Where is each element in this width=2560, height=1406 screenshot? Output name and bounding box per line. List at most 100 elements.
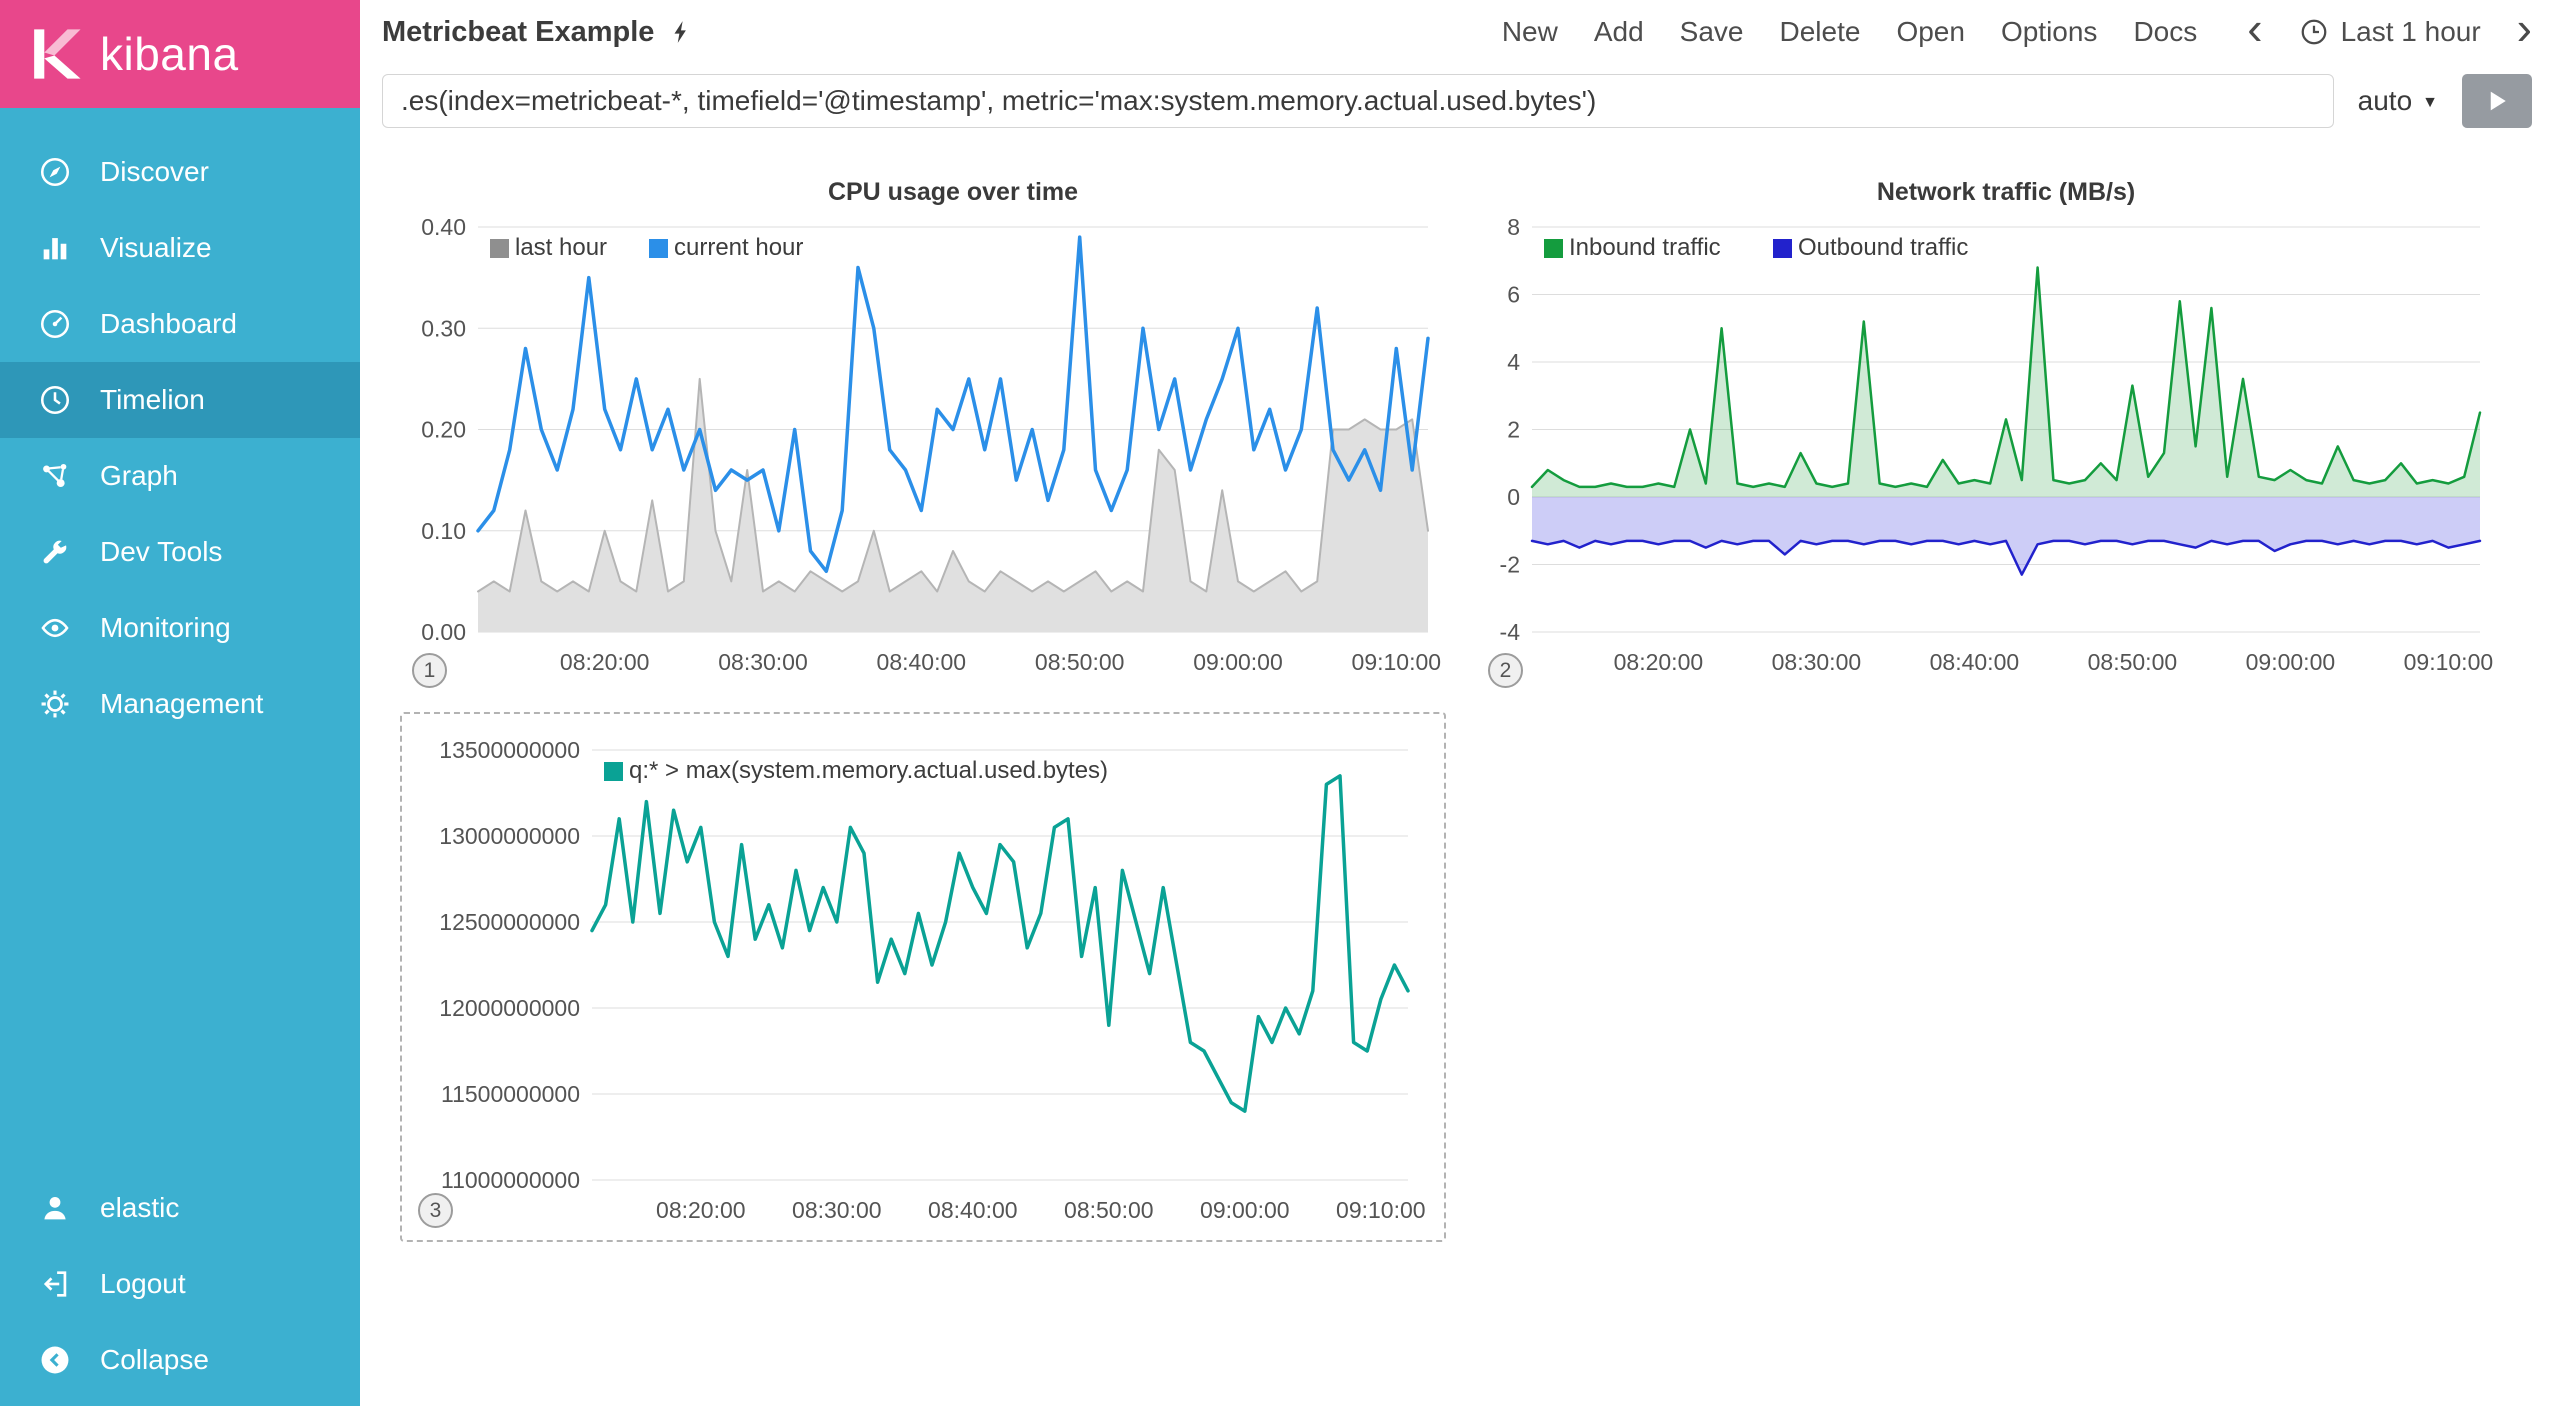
svg-text:0.10: 0.10: [421, 518, 466, 544]
sidebar-item-label: Timelion: [100, 384, 205, 415]
timepicker-label: Last 1 hour: [2340, 16, 2481, 47]
sidebar-item-graph[interactable]: Graph: [0, 438, 360, 514]
interval-select[interactable]: auto ▼: [2354, 85, 2442, 117]
svg-text:last hour: last hour: [515, 234, 607, 261]
time-forward-icon[interactable]: ›: [2516, 2, 2532, 54]
svg-text:Inbound traffic: Inbound traffic: [1569, 234, 1721, 261]
collapse-icon: [38, 1343, 72, 1377]
discover-icon: [38, 155, 72, 189]
sidebar-item-user[interactable]: elastic: [0, 1170, 360, 1246]
svg-text:09:00:00: 09:00:00: [2246, 649, 2336, 675]
clock-icon: [2299, 17, 2329, 47]
sidebar-item-collapse[interactable]: Collapse: [0, 1322, 360, 1398]
svg-text:Network traffic (MB/s): Network traffic (MB/s): [1877, 178, 2135, 206]
svg-text:6: 6: [1507, 282, 1520, 308]
sidebar-item-monitoring[interactable]: Monitoring: [0, 590, 360, 666]
bolt-icon: [668, 19, 694, 45]
sidebar-item-label: Monitoring: [100, 612, 231, 643]
svg-text:08:50:00: 08:50:00: [1035, 649, 1125, 675]
kibana-logo[interactable]: kibana: [0, 0, 360, 108]
svg-text:09:10:00: 09:10:00: [1352, 649, 1442, 675]
svg-text:-2: -2: [1500, 552, 1520, 578]
graph-icon: [38, 459, 72, 493]
dev-tools-icon: [38, 535, 72, 569]
run-query-button[interactable]: [2462, 74, 2532, 128]
timelion-sheet: CPU usage over time 0.00 0.10 0.20 0.30 0.40 0…: [360, 144, 2560, 1242]
timepicker[interactable]: Last 1 hour: [2299, 16, 2481, 48]
menu-new[interactable]: New: [1501, 16, 1558, 47]
sidebar-item-management[interactable]: Management: [0, 666, 360, 742]
svg-text:08:50:00: 08:50:00: [2088, 649, 2178, 675]
menu-add[interactable]: Add: [1593, 16, 1644, 47]
management-icon: [38, 687, 72, 721]
svg-text:0.00: 0.00: [421, 619, 466, 645]
svg-text:08:20:00: 08:20:00: [1614, 649, 1704, 675]
menu-open[interactable]: Open: [1896, 16, 1965, 47]
network-traffic-chart: Network traffic (MB/s) -4 -2 0 2 4 6 8 08:20:00 0…: [1476, 170, 2510, 690]
svg-text:-4: -4: [1500, 619, 1521, 645]
sidebar-item-label: elastic: [100, 1192, 180, 1223]
topbar: Metricbeat Example New Add Save Delete O…: [360, 0, 2560, 64]
svg-text:08:30:00: 08:30:00: [718, 649, 808, 675]
svg-text:12500000000: 12500000000: [439, 909, 580, 935]
timelion-query-input[interactable]: [382, 74, 2334, 128]
sheet-title: Metricbeat Example: [382, 15, 655, 48]
timelion-icon: [38, 383, 72, 417]
time-back-icon[interactable]: ‹: [2247, 2, 2263, 54]
svg-text:08:30:00: 08:30:00: [792, 1197, 882, 1223]
svg-text:8: 8: [1507, 214, 1520, 240]
svg-text:08:40:00: 08:40:00: [928, 1197, 1018, 1223]
sidebar-item-label: Management: [100, 688, 264, 719]
dashboard-icon: [38, 307, 72, 341]
menu-options[interactable]: Options: [2000, 16, 2098, 47]
sidebar-item-label: Visualize: [100, 232, 212, 263]
svg-text:CPU usage over time: CPU usage over time: [828, 178, 1078, 206]
svg-text:0.20: 0.20: [421, 417, 466, 443]
timelion-panel-cpu[interactable]: CPU usage over time 0.00 0.10 0.20 0.30 0.40 0…: [400, 170, 1462, 690]
svg-text:0.30: 0.30: [421, 315, 466, 341]
svg-text:09:10:00: 09:10:00: [2404, 649, 2494, 675]
svg-text:0.40: 0.40: [421, 214, 466, 240]
sidebar-item-dev-tools[interactable]: Dev Tools: [0, 514, 360, 590]
svg-text:08:50:00: 08:50:00: [1064, 1197, 1154, 1223]
svg-text:08:20:00: 08:20:00: [656, 1197, 746, 1223]
sidebar-item-label: Logout: [100, 1268, 186, 1299]
svg-text:13000000000: 13000000000: [439, 823, 580, 849]
timelion-panel-network[interactable]: Network traffic (MB/s) -4 -2 0 2 4 6 8 08:20:00 0…: [1476, 170, 2510, 690]
svg-text:09:10:00: 09:10:00: [1336, 1197, 1426, 1223]
monitoring-icon: [38, 611, 72, 645]
svg-text:2: 2: [1507, 417, 1520, 443]
sidebar-item-dashboard[interactable]: Dashboard: [0, 286, 360, 362]
svg-text:09:00:00: 09:00:00: [1193, 649, 1283, 675]
cpu-usage-chart: CPU usage over time 0.00 0.10 0.20 0.30 0.40 0…: [400, 170, 1462, 690]
querybar: auto ▼: [360, 64, 2560, 144]
sidebar-item-label: Discover: [100, 156, 209, 187]
timelion-panel-memory-selected[interactable]: 11000000000 11500000000 12000000000 1250000…: [400, 712, 1446, 1242]
sidebar-nav: Discover Visualize Dashboard Timelion Gr…: [0, 134, 360, 742]
svg-text:Outbound traffic: Outbound traffic: [1798, 234, 1968, 261]
kibana-logo-text: kibana: [100, 28, 239, 80]
sidebar-item-discover[interactable]: Discover: [0, 134, 360, 210]
user-icon: [38, 1191, 72, 1225]
menu-docs[interactable]: Docs: [2133, 16, 2198, 47]
svg-text:q:* > max(system.memory.actual: q:* > max(system.memory.actual.used.byte…: [629, 757, 1108, 784]
kibana-logo-icon: [24, 25, 82, 83]
sidebar-item-timelion[interactable]: Timelion: [0, 362, 360, 438]
svg-text:08:40:00: 08:40:00: [1930, 649, 2020, 675]
sidebar-item-label: Dashboard: [100, 308, 237, 339]
sidebar-item-label: Collapse: [100, 1344, 209, 1375]
menu-save[interactable]: Save: [1679, 16, 1744, 47]
panel-number-badge: 2: [1488, 653, 1523, 688]
logout-icon: [38, 1267, 72, 1301]
sidebar: kibana Discover Visualize Dashboard Time…: [0, 0, 360, 1406]
menu-delete[interactable]: Delete: [1779, 16, 1861, 47]
sidebar-item-logout[interactable]: Logout: [0, 1246, 360, 1322]
svg-text:09:00:00: 09:00:00: [1200, 1197, 1290, 1223]
panel-number-badge: 1: [412, 653, 447, 688]
play-icon: [2482, 86, 2512, 116]
svg-text:08:30:00: 08:30:00: [1772, 649, 1862, 675]
sidebar-item-visualize[interactable]: Visualize: [0, 210, 360, 286]
panel-number-badge: 3: [418, 1193, 453, 1228]
svg-text:13500000000: 13500000000: [439, 737, 580, 763]
